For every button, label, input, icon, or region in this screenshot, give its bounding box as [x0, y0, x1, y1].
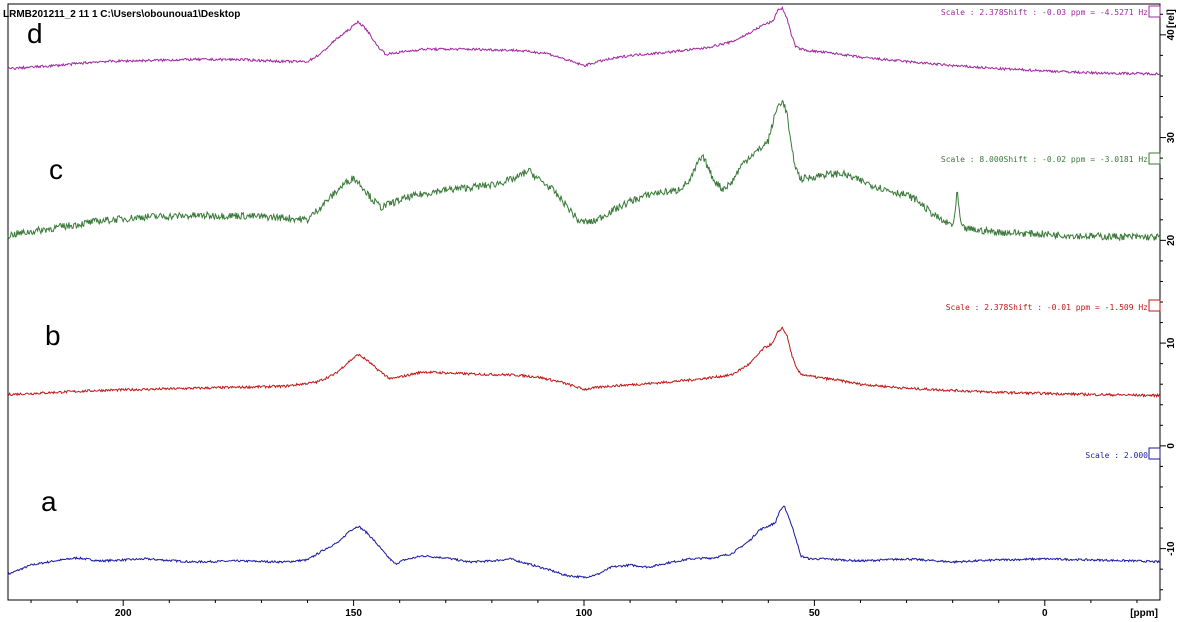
trace-annotation-d: Scale : 2.378Shift : -0.03 ppm = -4.5271…	[941, 8, 1148, 17]
y-tick-label: -10	[1166, 541, 1177, 556]
trace-label-d: d	[27, 18, 43, 49]
y-tick-label: 40	[1166, 29, 1177, 41]
x-tick-label: 100	[576, 608, 593, 619]
trace-label-c: c	[49, 154, 63, 185]
x-tick-label: 150	[345, 608, 362, 619]
trace-marker-c	[1148, 152, 1161, 165]
plot-frame	[7, 3, 1161, 601]
trace-annotation-a: Scale : 2.000	[1085, 451, 1148, 460]
trace-marker-a	[1148, 447, 1161, 460]
trace-marker-b	[1148, 299, 1161, 312]
x-tick-label: 200	[115, 608, 132, 619]
y-tick-label: 20	[1166, 234, 1177, 246]
spectrum-trace-c	[7, 99, 1161, 242]
y-tick-label: 30	[1166, 132, 1177, 144]
trace-label-a: a	[41, 486, 57, 517]
spectrum-header: LRMB201211_2 11 1 C:\Users\obounoua1\Des…	[3, 9, 241, 20]
x-axis-label: [ppm]	[1130, 608, 1158, 619]
spectrum-trace-a	[7, 505, 1161, 579]
trace-marker-d	[1148, 5, 1161, 18]
y-tick-label: 0	[1166, 443, 1177, 449]
y-axis-label: [rel]	[1166, 9, 1177, 28]
trace-label-b: b	[45, 320, 61, 351]
trace-annotation-c: Scale : 8.000Shift : -0.02 ppm = -3.0181…	[941, 155, 1148, 164]
spectrum-trace-b	[7, 326, 1161, 399]
trace-annotation-b: Scale : 2.378Shift : -0.01 ppm = -1.509 …	[946, 303, 1148, 312]
x-tick-label: 50	[809, 608, 821, 619]
x-tick-label: 0	[1042, 608, 1048, 619]
spectrum-trace-d	[7, 5, 1161, 76]
y-tick-label: 10	[1166, 337, 1177, 349]
